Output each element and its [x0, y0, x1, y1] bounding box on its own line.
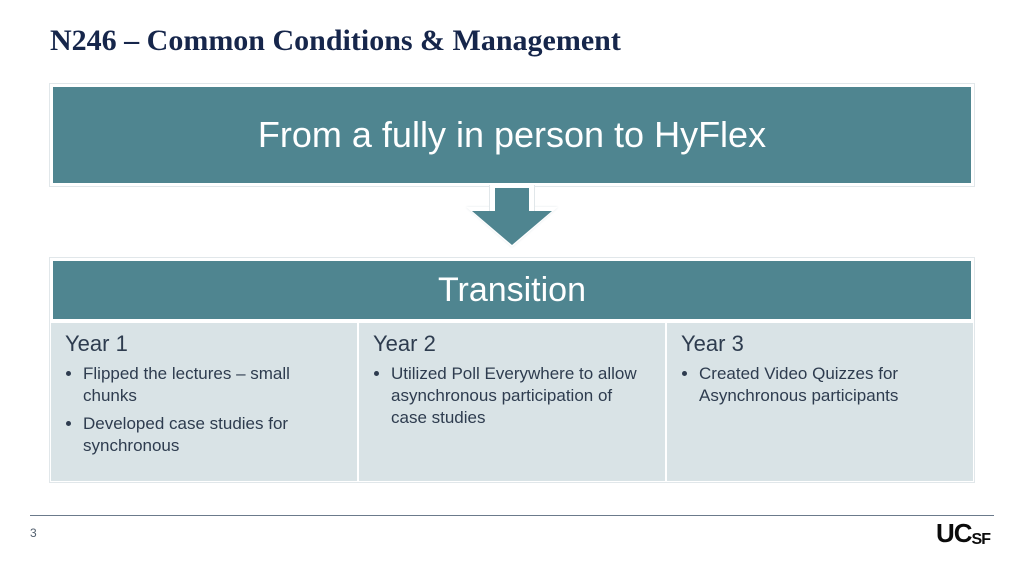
year-column: Year 1 Flipped the lectures – small chun…	[50, 322, 358, 482]
bullet-item: Utilized Poll Everywhere to allow asynch…	[391, 363, 651, 429]
down-arrow-icon	[482, 185, 542, 251]
year-bullets: Utilized Poll Everywhere to allow asynch…	[373, 363, 651, 429]
year-heading: Year 1	[65, 331, 343, 357]
year-heading: Year 2	[373, 331, 651, 357]
year-bullets: Flipped the lectures – small chunks Deve…	[65, 363, 343, 457]
year-bullets: Created Video Quizzes for Asynchronous p…	[681, 363, 959, 407]
bullet-item: Flipped the lectures – small chunks	[83, 363, 343, 407]
logo-main: UC	[936, 518, 972, 548]
hero-banner: From a fully in person to HyFlex	[50, 84, 974, 186]
banner-text: From a fully in person to HyFlex	[258, 114, 766, 156]
logo-sub: SF	[972, 531, 990, 548]
year-heading: Year 3	[681, 331, 959, 357]
footer-rule	[30, 515, 994, 516]
banner-container: From a fully in person to HyFlex	[50, 84, 974, 186]
ucsf-logo: UCSF	[936, 518, 990, 549]
year-columns: Year 1 Flipped the lectures – small chun…	[50, 322, 974, 482]
bullet-item: Developed case studies for synchronous	[83, 413, 343, 457]
bullet-item: Created Video Quizzes for Asynchronous p…	[699, 363, 959, 407]
year-column: Year 2 Utilized Poll Everywhere to allow…	[358, 322, 666, 482]
transition-block: Transition Year 1 Flipped the lectures –…	[50, 258, 974, 482]
page-title: N246 – Common Conditions & Management	[50, 24, 621, 58]
slide: N246 – Common Conditions & Management Fr…	[0, 0, 1024, 563]
year-column: Year 3 Created Video Quizzes for Asynchr…	[666, 322, 974, 482]
page-number: 3	[30, 526, 37, 540]
transition-header: Transition	[50, 258, 974, 322]
